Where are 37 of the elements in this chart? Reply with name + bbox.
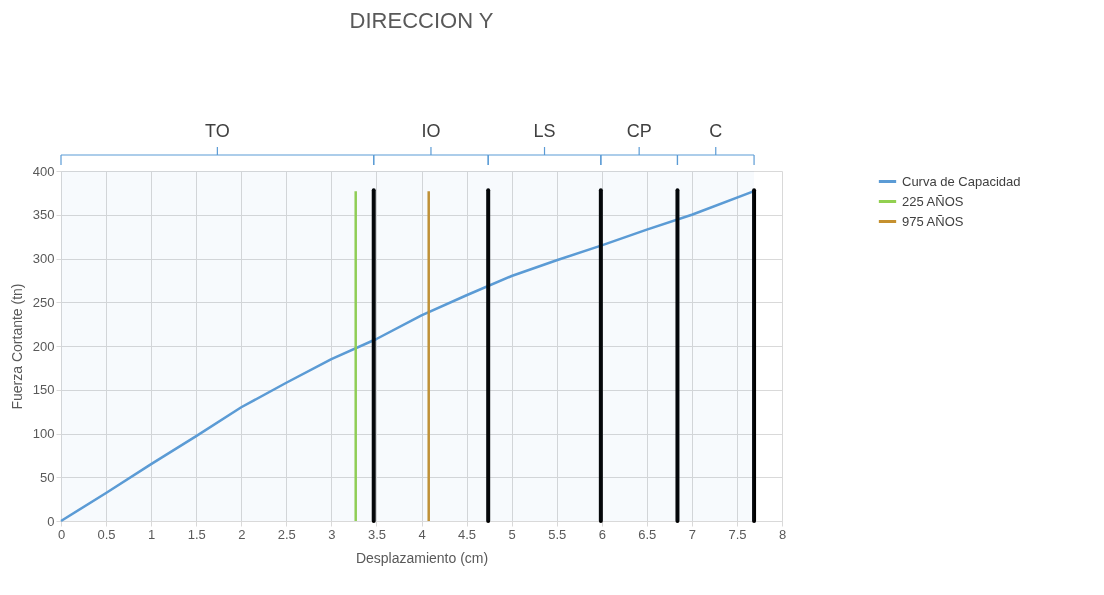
x-tick-label: 3.5	[367, 526, 386, 542]
x-tick-label: 5	[508, 526, 516, 542]
y-tick-label: 400	[32, 163, 55, 179]
x-tick-label: 2.5	[277, 526, 296, 542]
band-label: IO	[421, 121, 441, 141]
legend-label: 975 AÑOS	[902, 213, 964, 229]
band-label: TO	[205, 121, 230, 141]
y-axis-title: Fuerza Cortante (tn)	[8, 283, 25, 410]
band-label: CP	[626, 121, 652, 141]
x-tick-label: 7.5	[728, 526, 747, 542]
x-tick-label: 1.5	[187, 526, 206, 542]
legend-label: Curva de Capacidad	[902, 173, 1021, 189]
x-tick-label: 5.5	[548, 526, 567, 542]
x-axis-title: Desplazamiento (cm)	[355, 549, 489, 566]
legend-label: 225 AÑOS	[902, 193, 964, 209]
y-tick-label: 200	[32, 338, 55, 354]
band-label: LS	[533, 121, 556, 141]
band-label: C	[709, 121, 723, 141]
y-tick-label: 0	[47, 513, 55, 529]
y-tick-label: 150	[32, 382, 55, 398]
x-tick-label: 0	[57, 526, 66, 542]
x-tick-label: 7	[688, 526, 696, 542]
y-tick-label: 350	[32, 207, 55, 223]
x-tick-label: 4.5	[458, 526, 477, 542]
y-tick-label: 250	[32, 294, 55, 310]
x-tick-label: 6.5	[638, 526, 657, 542]
chart-title: DIRECCION Y	[349, 8, 494, 33]
x-tick-label: 4	[418, 526, 426, 542]
y-tick-label: 100	[32, 426, 55, 441]
x-tick-label: 0.5	[97, 526, 116, 542]
x-tick-label: 2	[238, 526, 246, 542]
x-tick-label: 1	[148, 526, 156, 542]
y-tick-label: 300	[32, 251, 55, 266]
x-tick-label: 6	[598, 526, 606, 542]
x-tick-label: 3	[328, 526, 336, 542]
y-tick-label: 50	[40, 469, 55, 485]
x-tick-label: 8	[778, 526, 787, 542]
